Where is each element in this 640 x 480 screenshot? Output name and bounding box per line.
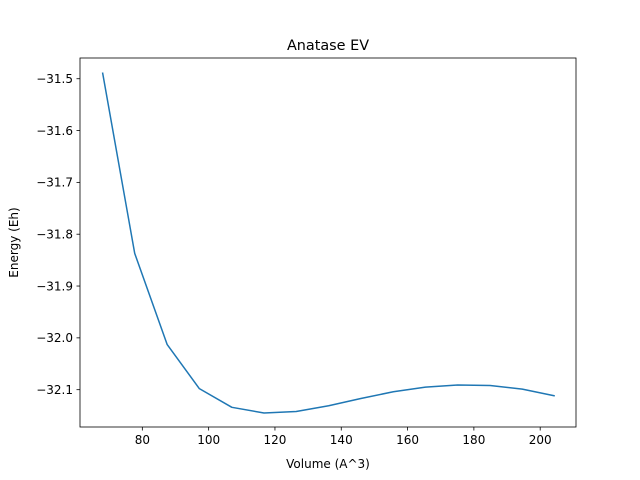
plot-area [101, 72, 555, 414]
x-axis-label: Volume (A^3) [286, 457, 370, 471]
axes-frame [79, 57, 577, 428]
y-tick-label: −32.0 [36, 331, 73, 345]
x-tick-label: 80 [135, 433, 150, 447]
x-tick-label: 180 [462, 433, 485, 447]
y-tick-label: −31.9 [36, 279, 73, 293]
chart-title: Anatase EV [287, 38, 369, 54]
y-axis-ticks: −32.1 −32.0 −31.9 −31.8 −31.7 −31.6 −31.5 [36, 72, 80, 397]
y-tick-label: −32.1 [36, 383, 73, 397]
series-line-0 [101, 72, 555, 414]
x-tick-label: 140 [330, 433, 353, 447]
y-tick-label: −31.8 [36, 228, 73, 242]
x-tick-label: 100 [197, 433, 220, 447]
y-axis-label: Energy (Eh) [7, 207, 21, 277]
y-tick-label: −31.5 [36, 72, 73, 86]
x-tick-label: 200 [529, 433, 552, 447]
x-axis-ticks: 80 100 120 140 160 180 200 [135, 427, 552, 447]
x-tick-label: 120 [263, 433, 286, 447]
y-tick-label: −31.7 [36, 176, 73, 190]
x-tick-label: 160 [396, 433, 419, 447]
y-tick-label: −31.6 [36, 124, 73, 138]
